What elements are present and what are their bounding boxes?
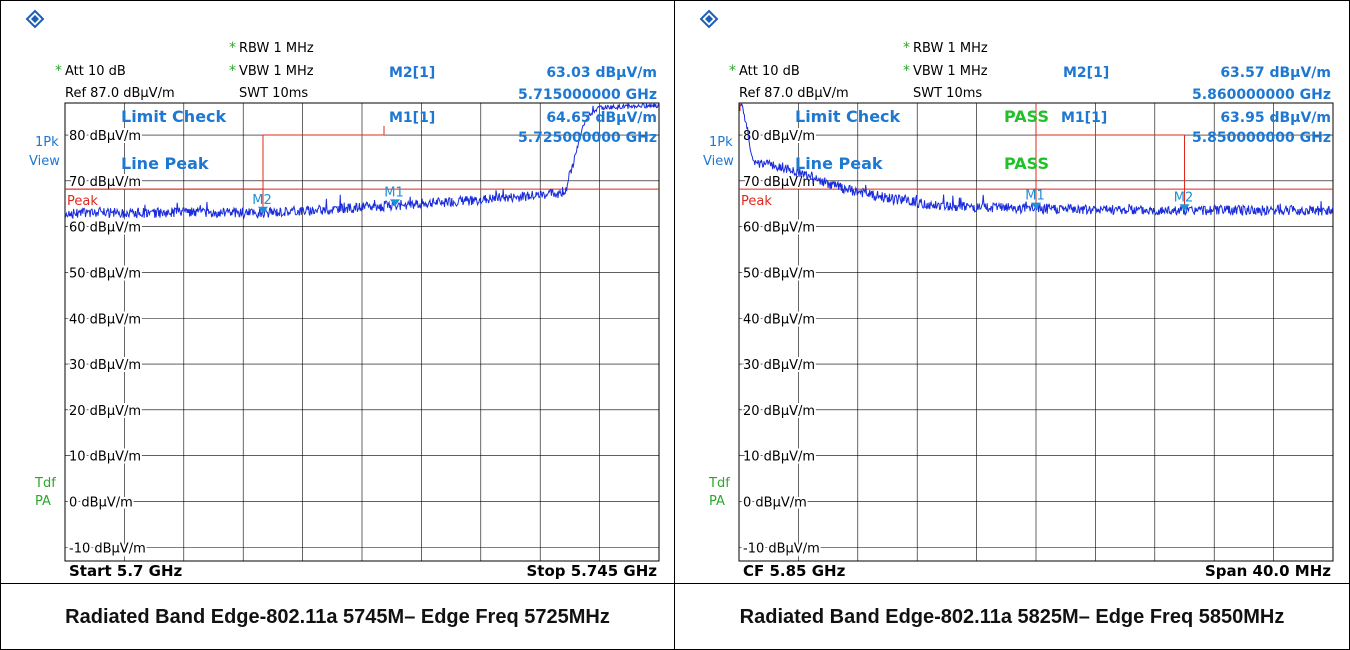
rbw-label: RBW 1 MHz [239,41,314,56]
ref-label: Ref 87.0 dBµV/m [739,86,849,101]
rbw-star: * [229,40,236,56]
marker-triangle-m1 [390,199,400,207]
marker-triangle-m1 [1031,202,1041,210]
x-start-label: CF 5.85 GHz [743,562,846,580]
ytick-label: 30 dBµV/m [69,358,141,373]
att-star: * [55,63,62,79]
spectrum-plot-left: * RBW 1 MHz* Att 10 dB * VBW 1 MHz M2[1] 63.03… [25,9,660,580]
m1-level: 64.65 dBµV/m [546,110,657,126]
logo-inner [705,15,713,23]
ytick-label: 80 dBµV/m [743,129,815,144]
line-peak-label: Line Peak [121,154,209,173]
vbw-star: * [229,63,236,79]
logo-inner [31,15,39,23]
ytick-label: -10 dBµV/m [743,541,820,556]
tdf-label: Tdf [34,476,56,491]
att-star: * [729,63,736,79]
x-stop-label: Stop 5.745 GHz [526,562,657,580]
limit-label: Peak [67,194,98,209]
ytick-label: 20 dBµV/m [69,404,141,419]
m1-label: M1[1] [389,110,435,126]
limit-check-label: Limit Check [795,107,901,126]
divider [1,583,674,584]
swt-label: SWT 10ms [239,86,308,101]
caption-right: Radiated Band Edge-802.11a 5825M– Edge F… [739,605,1285,628]
ytick-label: 40 dBµV/m [743,312,815,327]
m2-label: M2[1] [389,65,435,81]
m2-freq: 5.715000000 GHz [518,87,657,103]
m2-freq: 5.860000000 GHz [1192,87,1331,103]
trace-mode-label: 1Pk [35,135,59,150]
ref-label: Ref 87.0 dBµV/m [65,86,175,101]
x-start-label: Start 5.7 GHz [69,562,183,580]
ytick-label: 0 dBµV/m [743,495,807,510]
pa-label: PA [35,494,51,509]
m1-freq: 5.850000000 GHz [1192,130,1331,146]
att-label: Att 10 dB [65,64,126,79]
pass-label-2: PASS [1004,154,1049,173]
view-label: View [29,154,60,169]
tdf-label: Tdf [708,476,730,491]
vbw-label: VBW 1 MHz [239,64,314,79]
m2-level: 63.57 dBµV/m [1220,65,1331,81]
caption-left: Radiated Band Edge-802.11a 5745M– Edge F… [65,605,610,628]
m1-level: 63.95 dBµV/m [1220,110,1331,126]
marker-label-m1: M1 [1025,189,1045,204]
m1-label: M1[1] [1061,110,1107,126]
limit-label: Peak [741,194,772,209]
swt-label: SWT 10ms [913,86,982,101]
rohde-schwarz-logo [699,9,719,29]
pass-label-1: PASS [1004,107,1049,126]
ytick-label: 80 dBµV/m [69,129,141,144]
right-panel: * RBW 1 MHz * Att 10 dB * VBW 1 MHz M2[1] 63.57… [675,0,1350,650]
divider [675,583,1349,584]
ytick-label: 30 dBµV/m [743,358,815,373]
trace-mode-label: 1Pk [709,135,733,150]
m1-freq: 5.725000000 GHz [518,130,657,146]
line-peak-label: Line Peak [795,154,883,173]
logo-diamond [699,9,719,29]
ytick-label: 10 dBµV/m [69,450,141,465]
ytick-label: 60 dBµV/m [69,221,141,236]
ytick-label: 60 dBµV/m [743,221,815,236]
m2-level: 63.03 dBµV/m [546,65,657,81]
ytick-label: 20 dBµV/m [743,404,815,419]
view-label: View [703,154,734,169]
ytick-label: 70 dBµV/m [743,175,815,190]
vbw-star: * [903,63,910,79]
ytick-label: 70 dBµV/m [69,175,141,190]
marker-label-m2: M2 [1174,190,1194,205]
rohde-schwarz-logo [25,9,45,29]
ytick-label: 40 dBµV/m [69,312,141,327]
ytick-label: 10 dBµV/m [743,450,815,465]
ytick-label: 50 dBµV/m [69,266,141,281]
rbw-label: RBW 1 MHz [913,41,988,56]
logo-diamond [25,9,45,29]
spectrum-trace [64,102,660,220]
vbw-label: VBW 1 MHz [913,64,988,79]
marker-triangle-m2 [1179,204,1190,212]
spectrum-plot-right: * RBW 1 MHz* Att 10 dB * VBW 1 MHz M2[1] 63.57… [699,9,1334,580]
rbw-star: * [903,40,910,56]
pa-label: PA [709,494,725,509]
marker-label-m2: M2 [252,193,272,208]
limit-check-label: Limit Check [121,107,227,126]
m2-label: M2[1] [1063,65,1109,81]
ytick-label: 50 dBµV/m [743,266,815,281]
ytick-label: -10 dBµV/m [69,541,146,556]
marker-triangle-m2 [258,206,268,214]
att-label: Att 10 dB [739,64,800,79]
left-panel: * RBW 1 MHz * Att 10 dB * VBW 1 MHz M2[1] 63.03… [0,0,675,650]
marker-label-m1: M1 [384,185,404,200]
ytick-label: 0 dBµV/m [69,495,133,510]
x-stop-label: Span 40.0 MHz [1205,562,1331,580]
